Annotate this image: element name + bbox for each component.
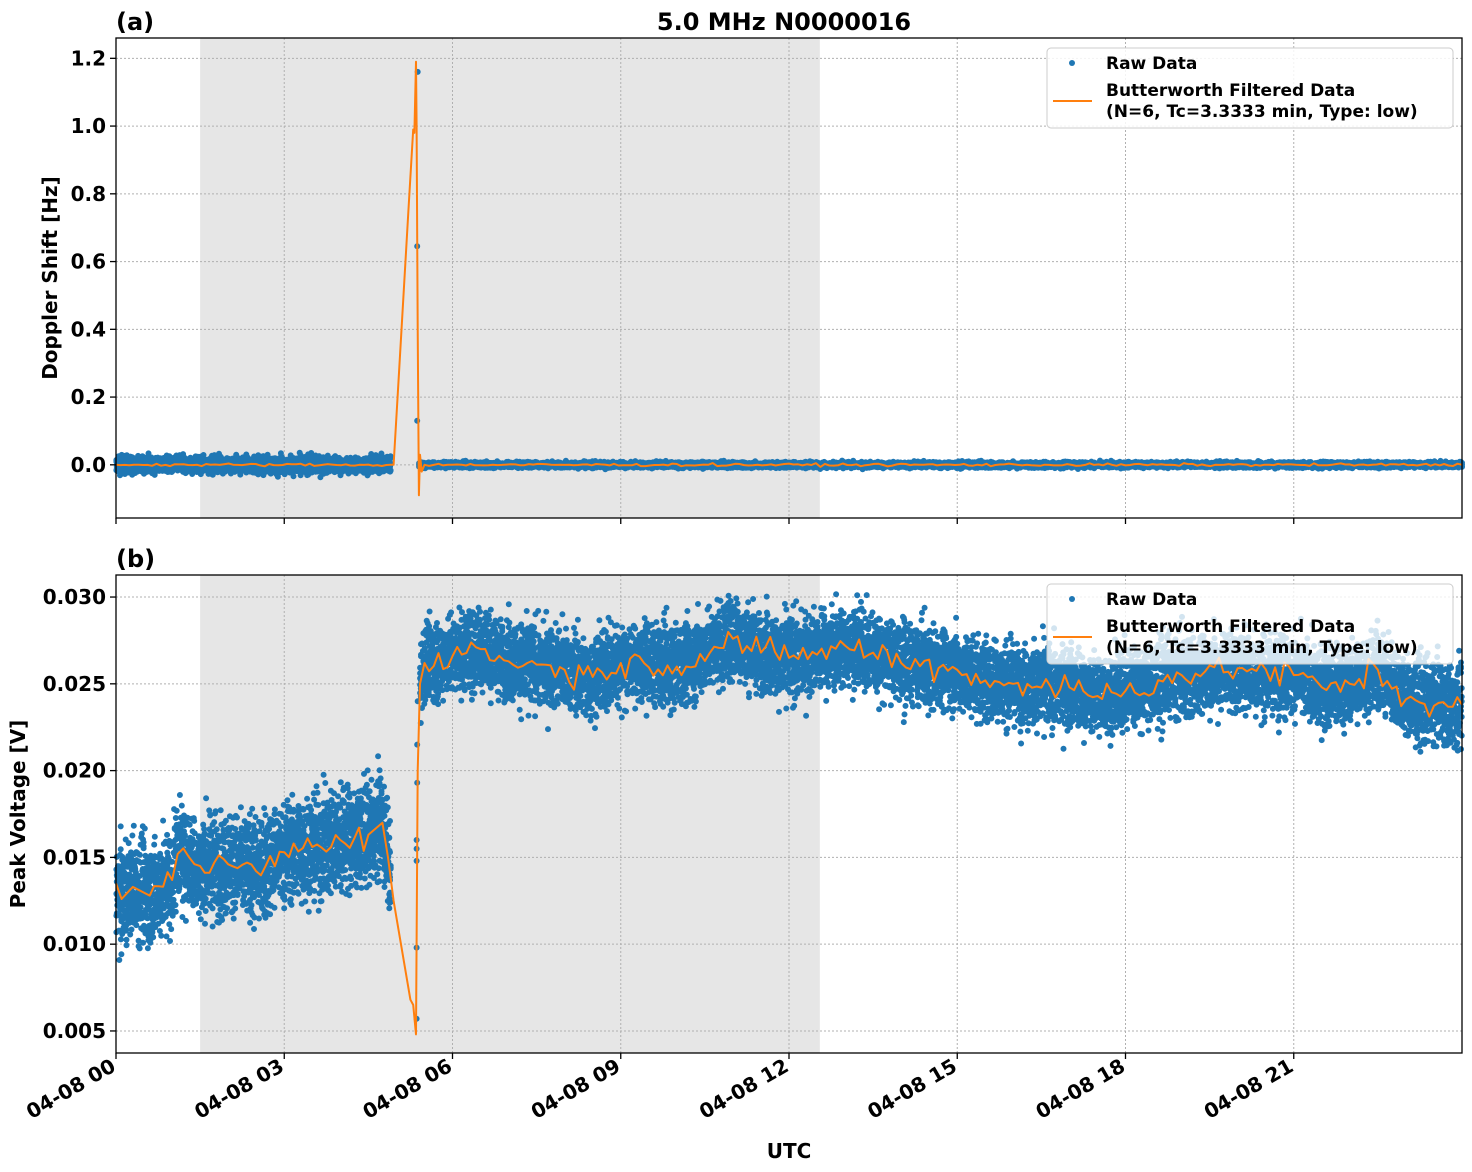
y-tick-label: 0.025 (43, 672, 106, 696)
raw-data-marker-icon (1069, 60, 1075, 66)
y-tick-label: 0.015 (43, 845, 106, 869)
x-tick-label: 04-08 06 (358, 1054, 456, 1124)
y-tick-label: 0.2 (71, 385, 106, 409)
x-axis-label: UTC (767, 1139, 812, 1163)
panel-a-legend: Raw Data Butterworth Filtered Data (N=6,… (1046, 47, 1454, 129)
panel-a-y-axis-label: Doppler Shift [Hz] (38, 176, 62, 380)
x-tick-label: 04-08 03 (190, 1054, 288, 1124)
legend-filtered-label-line1: Butterworth Filtered Data (1106, 617, 1355, 637)
y-tick-label: 0.005 (43, 1019, 106, 1043)
legend-box (1046, 47, 1454, 129)
x-tick-label: 04-08 00 (22, 1054, 120, 1124)
panel-b-x-ticks (115, 1053, 1295, 1059)
panel-b-y-ticks: 0.005 0.010 0.015 0.020 0.025 0.030 (43, 585, 116, 1043)
y-tick-label: 0.010 (43, 932, 106, 956)
legend-raw-label: Raw Data (1106, 54, 1197, 74)
filtered-data-line (115, 60, 1463, 497)
legend-filtered-label-line2: (N=6, Tc=3.3333 min, Type: low) (1106, 638, 1418, 658)
y-tick-label: 0.030 (43, 585, 106, 609)
y-tick-label: 0.0 (71, 453, 106, 477)
y-tick-label: 1.0 (71, 114, 106, 138)
panel-a-x-ticks (115, 518, 1295, 524)
x-axis-tick-labels: 04-08 00 04-08 03 04-08 06 04-08 09 04-08 12… (22, 1054, 1297, 1124)
panel-a-shaded-region (200, 38, 820, 518)
y-tick-label: 0.8 (71, 182, 106, 206)
y-tick-label: 0.6 (71, 250, 106, 274)
x-tick-label: 04-08 12 (695, 1054, 793, 1124)
figure-title: 5.0 MHz N0000016 (657, 8, 911, 36)
legend-raw-label: Raw Data (1106, 590, 1197, 610)
x-tick-label: 04-08 18 (1031, 1054, 1129, 1124)
panel-a-label: (a) (116, 8, 154, 36)
panel-a-y-ticks: 0.0 0.2 0.4 0.6 0.8 1.0 1.2 (71, 46, 116, 477)
legend-filtered-label-line1: Butterworth Filtered Data (1106, 81, 1355, 101)
panel-b-legend: Raw Data Butterworth Filtered Data (N=6,… (1046, 583, 1454, 665)
raw-data-marker-icon (1069, 596, 1075, 602)
panel-b-peak-voltage: (b) 0.005 0.010 0.015 0.020 0.025 0.030 Peak … (6, 545, 1465, 1059)
x-tick-label: 04-08 09 (527, 1054, 625, 1124)
filtered-data-line (115, 630, 1463, 1036)
x-tick-label: 04-08 21 (1200, 1054, 1298, 1124)
panel-a-filtered-series (115, 60, 1463, 497)
legend-box (1046, 583, 1454, 665)
y-tick-label: 0.020 (43, 759, 106, 783)
panel-b-filtered-series (115, 630, 1463, 1036)
y-tick-label: 1.2 (71, 46, 106, 70)
legend-filtered-label-line2: (N=6, Tc=3.3333 min, Type: low) (1106, 102, 1418, 122)
x-tick-label: 04-08 15 (863, 1054, 961, 1124)
panel-b-y-axis-label: Peak Voltage [V] (6, 720, 30, 909)
panel-b-label: (b) (116, 545, 155, 573)
panel-a-doppler: (a) 0.0 0.2 0.4 0.6 0.8 1.0 1.2 Doppler Shift … (38, 8, 1465, 524)
y-tick-label: 0.4 (71, 317, 106, 341)
